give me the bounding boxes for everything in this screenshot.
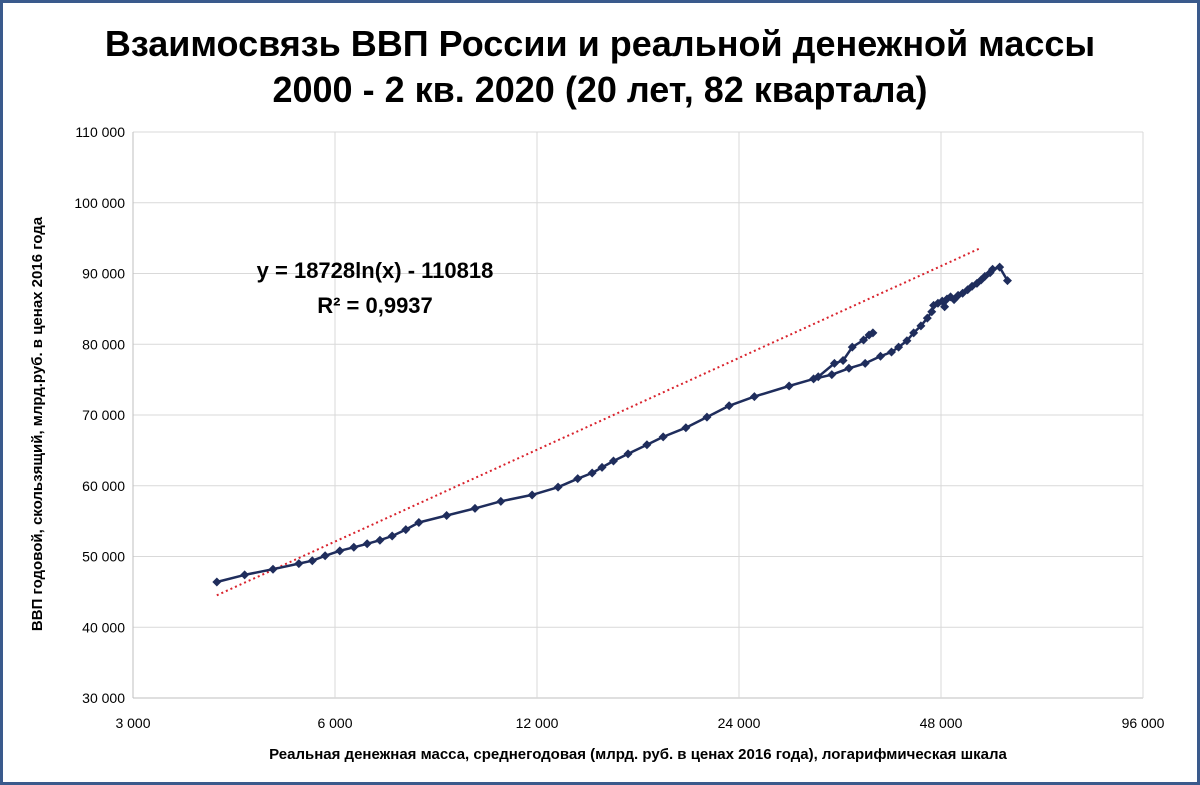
series-group [212, 262, 1012, 587]
data-point [597, 462, 607, 472]
data-point [1002, 276, 1012, 286]
data-point [894, 342, 904, 352]
data-point [749, 392, 759, 402]
data-point [909, 328, 919, 338]
data-point [470, 503, 480, 513]
data-point [681, 423, 691, 433]
x-axis-ticks: 3 000 6 000 12 000 24 000 48 000 96 000 [115, 715, 1164, 731]
chart-title-line1: Взаимосвязь ВВП России и реальной денежн… [104, 23, 1096, 64]
data-point [335, 546, 345, 556]
data-point [212, 577, 222, 587]
data-point [401, 525, 411, 535]
data-point [860, 358, 870, 368]
data-point [784, 381, 794, 391]
x-tick-label: 3 000 [115, 715, 150, 731]
data-point [813, 372, 823, 382]
data-point [362, 539, 372, 549]
data-point [827, 370, 837, 380]
x-tick-label: 6 000 [317, 715, 352, 731]
data-point [995, 262, 1005, 272]
data-point [375, 535, 385, 545]
data-point [868, 328, 878, 338]
data-point [642, 440, 652, 450]
data-point [916, 321, 926, 331]
y-tick-label: 40 000 [82, 619, 125, 635]
data-point [240, 570, 250, 580]
data-point [724, 401, 734, 411]
data-point [859, 335, 869, 345]
data-point [527, 490, 537, 500]
y-tick-label: 70 000 [82, 407, 125, 423]
data-point [307, 556, 317, 566]
x-tick-label: 48 000 [920, 715, 963, 731]
data-point [387, 531, 397, 541]
y-axis-ticks: 30 000 40 000 50 000 60 000 70 000 80 000 90 0… [74, 124, 125, 706]
data-point [886, 347, 896, 357]
data-point [573, 474, 583, 484]
data-point [442, 510, 452, 520]
data-point [608, 456, 618, 466]
grid-lines [132, 131, 1144, 699]
data-point [587, 468, 597, 478]
data-point [623, 449, 633, 459]
data-point [940, 302, 950, 312]
trendline-equation: y = 18728ln(x) - 110818 [257, 258, 494, 283]
x-tick-label: 12 000 [516, 715, 559, 731]
data-point [875, 351, 885, 361]
data-point [414, 518, 424, 528]
data-point [844, 363, 854, 373]
data-point [922, 313, 932, 323]
x-tick-label: 24 000 [718, 715, 761, 731]
data-point [829, 358, 839, 368]
chart-title-line2: 2000 - 2 кв. 2020 (20 лет, 82 квартала) [272, 69, 928, 110]
y-tick-label: 110 000 [75, 124, 125, 140]
y-tick-label: 60 000 [82, 478, 125, 494]
y-axis-label: ВВП годовой, скользящий, млрд.руб. в цен… [29, 216, 46, 631]
data-point [496, 496, 506, 506]
y-tick-label: 80 000 [82, 336, 125, 352]
data-point [349, 542, 359, 552]
data-point [268, 564, 278, 574]
y-tick-label: 30 000 [82, 690, 125, 706]
r-squared-label: R² = 0,9937 [317, 293, 433, 318]
data-point [658, 432, 668, 442]
y-tick-label: 50 000 [82, 549, 125, 565]
y-tick-label: 90 000 [82, 266, 125, 282]
data-point [902, 336, 912, 346]
data-point [988, 264, 998, 274]
data-point [847, 342, 857, 352]
data-point [702, 412, 712, 422]
data-point [294, 559, 304, 569]
data-point [320, 551, 330, 561]
x-tick-label: 96 000 [1122, 715, 1165, 731]
x-axis-label: Реальная денежная масса, среднегодовая (… [269, 746, 1007, 763]
data-point [553, 482, 563, 492]
y-tick-label: 100 000 [74, 195, 125, 211]
data-point [838, 356, 848, 366]
